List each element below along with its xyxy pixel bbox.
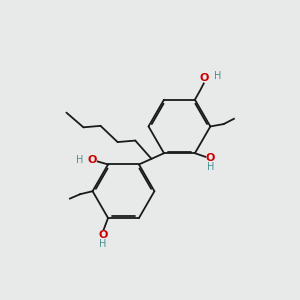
Text: O: O <box>88 155 97 165</box>
Text: H: H <box>206 162 214 172</box>
Text: O: O <box>206 153 215 163</box>
Text: H: H <box>76 155 84 165</box>
Text: O: O <box>98 230 107 240</box>
Text: O: O <box>200 74 209 83</box>
Text: H: H <box>99 239 106 250</box>
Text: H: H <box>214 70 221 80</box>
